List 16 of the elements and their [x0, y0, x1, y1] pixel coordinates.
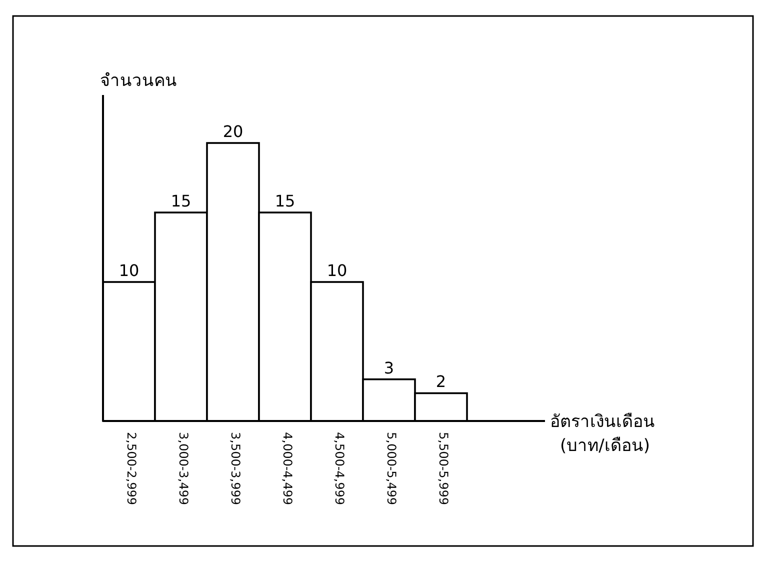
data-label: 10: [326, 261, 348, 280]
x-tick-label: 3,000-3,499: [176, 432, 191, 506]
data-label: 15: [274, 192, 296, 210]
y-axis-title: จำนวนคน: [100, 71, 177, 91]
x-tick-label: 5,000-5,499: [384, 432, 399, 506]
data-label: 3: [384, 358, 394, 378]
x-tick-label: 4,500-4,999: [332, 432, 347, 506]
data-label: 10: [118, 261, 140, 280]
data-label: 2: [436, 372, 446, 392]
x-axis-title: อัตราเงินเดือน (บาท/เดือน): [550, 412, 655, 456]
x-tick-label: 2,500-2,999: [124, 432, 139, 506]
x-tick-label: 3,500-3,999: [228, 432, 243, 506]
data-label: 20: [222, 122, 244, 141]
data-label: 15: [170, 192, 192, 210]
x-tick-label: 5,500-5,999: [436, 432, 451, 506]
x-tick-label: 4,000-4,499: [280, 432, 295, 506]
